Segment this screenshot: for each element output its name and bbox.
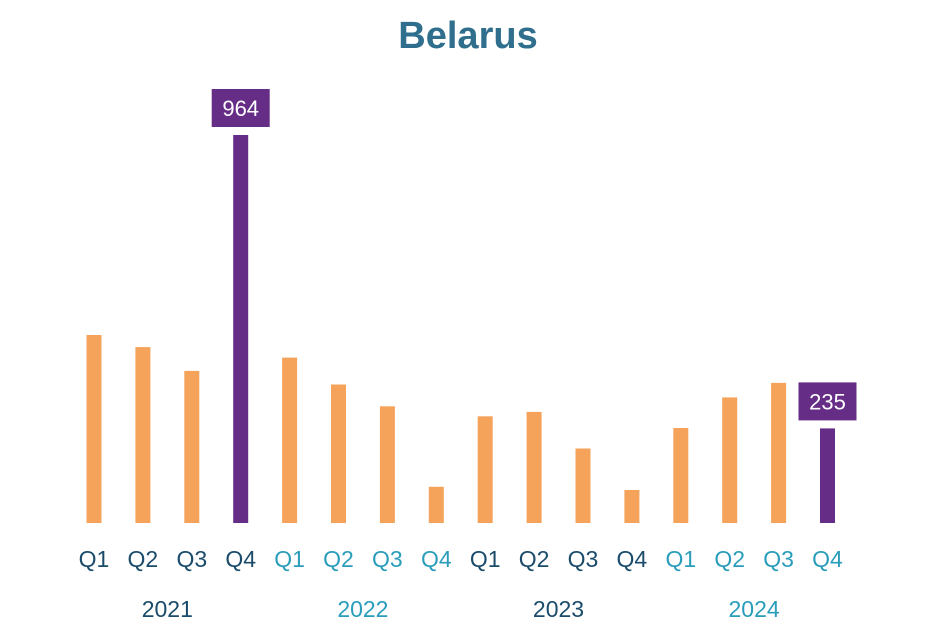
data-label: 235 <box>798 382 857 421</box>
year-labels-group: 2021 2022 2023 2024 <box>142 596 780 622</box>
bar-q4-2022 <box>428 486 444 523</box>
data-label-text: 964 <box>222 96 259 121</box>
bar-q2-2021 <box>135 347 151 523</box>
data-label: 964 <box>211 89 270 127</box>
bar-q4-2021 <box>233 135 249 523</box>
bar-q1-2022 <box>282 357 298 523</box>
quarter-label: Q1 <box>665 546 696 572</box>
quarter-label: Q4 <box>225 546 256 572</box>
year-label-2022: 2022 <box>337 596 388 622</box>
quarter-label: Q1 <box>79 546 110 572</box>
bar-q1-2024 <box>673 428 689 523</box>
bar-q1-2021 <box>86 335 102 523</box>
bar-q3-2024 <box>771 382 787 523</box>
quarter-label: Q3 <box>568 546 599 572</box>
data-labels-group: 964 235 <box>211 89 857 421</box>
year-label-2024: 2024 <box>729 596 780 622</box>
quarter-label: Q3 <box>763 546 794 572</box>
quarter-label: Q2 <box>323 546 354 572</box>
bar-q3-2023 <box>575 448 591 523</box>
quarter-label: Q1 <box>470 546 501 572</box>
quarter-labels-group: Q1 Q2 Q3 Q4 Q1 Q2 Q3 Q4 Q1 Q2 Q3 Q4 Q1 Q2 Q3 Q4 <box>79 546 843 572</box>
quarter-label: Q4 <box>421 546 452 572</box>
year-label-2021: 2021 <box>142 596 193 622</box>
quarter-label: Q4 <box>617 546 648 572</box>
data-label-text: 235 <box>809 389 846 414</box>
data-label-box <box>798 382 857 421</box>
year-label-2023: 2023 <box>533 596 584 622</box>
quarter-label: Q2 <box>128 546 159 572</box>
bar-q2-2024 <box>722 397 738 523</box>
quarter-label: Q2 <box>519 546 550 572</box>
bar-q2-2022 <box>331 384 346 523</box>
bar-q3-2021 <box>184 370 200 523</box>
quarter-label: Q1 <box>274 546 305 572</box>
chart-title: Belarus <box>398 15 537 57</box>
bar-q4-2024 <box>820 428 835 523</box>
quarter-label: Q3 <box>372 546 403 572</box>
quarter-label: Q2 <box>714 546 745 572</box>
bar-q1-2023 <box>477 416 493 523</box>
data-label-box <box>211 89 270 127</box>
bar-q3-2022 <box>379 406 395 523</box>
bars-group <box>86 135 835 523</box>
quarter-label: Q3 <box>176 546 207 572</box>
quarter-label: Q4 <box>812 546 843 572</box>
bar-q4-2023 <box>624 490 640 523</box>
bar-q2-2023 <box>526 411 542 523</box>
